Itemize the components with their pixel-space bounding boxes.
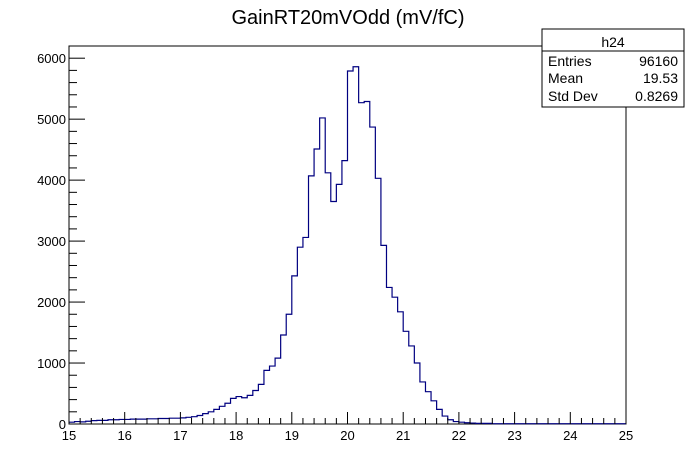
histogram-bin (442, 416, 448, 424)
histogram-bin (331, 201, 337, 424)
x-tick-label: 16 (117, 428, 131, 443)
histogram-bin (264, 370, 270, 424)
histogram-bin (225, 403, 231, 424)
histogram-bin (108, 420, 114, 424)
stats-box-frame (541, 28, 685, 108)
stats-label-entries: Entries (548, 53, 592, 69)
histogram-bin (192, 417, 198, 424)
stats-label-stddev: Std Dev (548, 88, 598, 104)
stats-label-mean: Mean (548, 70, 583, 86)
histogram-bin (197, 415, 203, 424)
histogram-bin (253, 390, 259, 424)
histogram-bin (303, 237, 309, 424)
histogram-bin (158, 419, 164, 424)
histogram-bin (348, 71, 354, 424)
histogram-bin (219, 406, 225, 424)
histogram-bin (164, 419, 170, 424)
y-tick-label: 4000 (37, 173, 66, 188)
y-tick-label: 0 (59, 417, 66, 432)
histogram-bin (375, 178, 381, 424)
histogram-bin (398, 312, 404, 424)
histogram-bin (420, 382, 426, 424)
histogram-bin (203, 414, 209, 424)
histogram-bin (336, 184, 342, 424)
y-tick-label: 2000 (37, 295, 66, 310)
histogram-bin (431, 401, 437, 424)
histogram-bin (236, 397, 242, 424)
histogram-bin (130, 419, 136, 424)
x-tick-label: 19 (285, 428, 299, 443)
y-axis: 0 1000 2000 3000 4000 5000 6000 (37, 45, 85, 432)
histogram-bin (325, 173, 331, 424)
y-tick-label: 6000 (37, 51, 66, 66)
histogram-bin (392, 297, 398, 424)
x-tick-label: 21 (396, 428, 410, 443)
stats-value-stddev: 0.8269 (635, 88, 678, 104)
x-tick-label: 22 (452, 428, 466, 443)
histogram-bin (353, 67, 359, 424)
y-tick-label: 1000 (37, 356, 66, 371)
x-tick-label: 25 (619, 428, 633, 443)
histogram-bin (136, 419, 142, 424)
histogram-bin (364, 101, 370, 424)
histogram-bin (342, 161, 348, 424)
x-tick-label: 17 (173, 428, 187, 443)
histogram-bin (153, 419, 159, 424)
stats-value-mean: 19.53 (643, 70, 678, 86)
histogram-bin (425, 392, 431, 424)
histogram-bin (281, 335, 287, 424)
stats-value-entries: 96160 (639, 53, 678, 69)
histogram-bin (275, 358, 281, 424)
histogram-bin (242, 398, 248, 424)
histogram-bin (175, 418, 181, 424)
histogram-bin (141, 419, 147, 424)
x-tick-label: 20 (340, 428, 354, 443)
histogram-bin (437, 409, 443, 424)
x-axis: 15 16 17 18 19 20 21 22 23 24 25 (62, 412, 633, 443)
histogram-bars (69, 66, 626, 425)
histogram-bin (286, 314, 292, 424)
histogram-bin (381, 245, 387, 424)
histogram-bin (370, 127, 376, 424)
histogram-bin (247, 395, 253, 424)
histogram-bin (414, 363, 420, 424)
histogram-bin (386, 287, 392, 424)
y-tick-label: 3000 (37, 234, 66, 249)
histogram-bin (214, 409, 220, 424)
histogram-bin (309, 176, 315, 424)
histogram-bin (258, 384, 264, 424)
histogram-bin (147, 419, 153, 424)
histogram-bin (231, 398, 237, 424)
histogram-bin (119, 419, 125, 424)
stats-box-title: h24 (601, 34, 625, 50)
x-tick-label: 23 (507, 428, 521, 443)
x-tick-label: 18 (229, 428, 243, 443)
histogram-bin (409, 346, 415, 424)
histogram-bin (208, 412, 214, 424)
histogram-bin (169, 418, 175, 424)
histogram-bin (448, 420, 454, 424)
histogram-bin (114, 420, 120, 424)
histogram-bin (292, 276, 298, 424)
histogram-bin (297, 247, 303, 424)
histogram-bin (270, 366, 276, 424)
histogram-bin (180, 418, 186, 424)
histogram-bin (320, 118, 326, 424)
histogram-bin (125, 419, 131, 424)
chart-title: GainRT20mVOdd (mV/fC) (231, 7, 464, 29)
histogram-bin (359, 103, 365, 424)
x-tick-label: 24 (563, 428, 577, 443)
histogram-bin (186, 417, 192, 424)
histogram-bin (403, 331, 409, 424)
x-tick-label: 15 (62, 428, 76, 443)
stats-box: h24 Entries 96160 Mean 19.53 Std Dev 0.8… (541, 28, 685, 108)
y-tick-label: 5000 (37, 112, 66, 127)
histogram-bin (314, 149, 320, 424)
histogram-outline (69, 66, 626, 425)
